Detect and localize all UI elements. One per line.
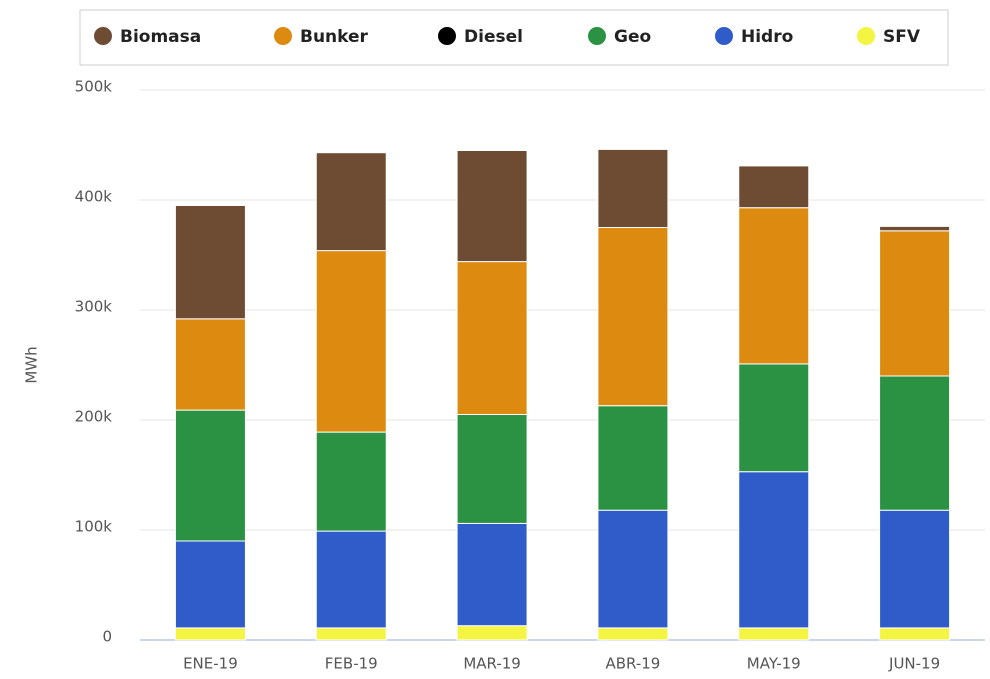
y-tick-label: 400k <box>75 188 113 206</box>
legend-text[interactable]: Diesel <box>464 27 523 47</box>
bar-segment <box>597 227 669 407</box>
x-tick-label: MAR-19 <box>463 655 521 673</box>
legend-box <box>79 9 949 66</box>
bar-segment <box>738 363 810 473</box>
bar-segment <box>315 627 387 641</box>
bar-segment <box>456 522 528 627</box>
bar-segment <box>315 431 387 532</box>
legend-marker[interactable] <box>588 27 606 45</box>
legend-marker[interactable] <box>94 27 112 45</box>
bar-segment <box>456 414 528 524</box>
bar-segment <box>879 509 951 629</box>
legend-text[interactable]: Geo <box>614 27 651 47</box>
bar-segment <box>597 405 669 511</box>
bar-segment <box>456 261 528 415</box>
bar-segment <box>879 230 951 377</box>
bar-segment <box>315 152 387 252</box>
x-tick-label: MAY-19 <box>747 655 801 673</box>
bar-segment <box>738 627 810 641</box>
bar-segment <box>879 375 951 511</box>
legend-marker[interactable] <box>857 27 875 45</box>
bar-segment <box>456 625 528 641</box>
legend-text[interactable]: SFV <box>883 27 921 47</box>
bar-segment <box>738 207 810 365</box>
bar-segment <box>597 509 669 629</box>
bar-segment <box>174 627 246 641</box>
legend-marker[interactable] <box>274 27 292 45</box>
bar-segment <box>597 627 669 641</box>
legend-marker[interactable] <box>715 27 733 45</box>
bar-segment <box>315 250 387 433</box>
bar-segment <box>174 540 246 629</box>
y-tick-label: 100k <box>75 518 113 536</box>
x-tick-label: ENE-19 <box>183 655 238 673</box>
legend-text[interactable]: Biomasa <box>120 27 201 47</box>
legend-text[interactable]: Hidro <box>741 27 793 47</box>
bar-segment <box>597 148 669 228</box>
x-tick-label: FEB-19 <box>325 655 378 673</box>
bar-segment <box>174 318 246 411</box>
bar-segment <box>879 627 951 641</box>
y-tick-label: 0 <box>102 628 112 646</box>
legend-text[interactable]: Bunker <box>300 27 369 47</box>
bar-segment <box>315 530 387 629</box>
y-tick-label: 500k <box>75 78 113 96</box>
x-tick-label: ABR-19 <box>605 655 660 673</box>
y-tick-label: 200k <box>75 408 113 426</box>
bar-segment <box>174 409 246 542</box>
bar-segment <box>174 205 246 320</box>
x-tick-label: JUN-19 <box>888 655 940 673</box>
bar-segment <box>738 165 810 209</box>
bar-segment <box>879 225 951 232</box>
bar-segment <box>456 150 528 263</box>
y-tick-label: 300k <box>75 298 113 316</box>
y-axis-title: MWh <box>23 346 41 383</box>
legend-marker[interactable] <box>438 27 456 45</box>
bar-segment <box>738 471 810 629</box>
